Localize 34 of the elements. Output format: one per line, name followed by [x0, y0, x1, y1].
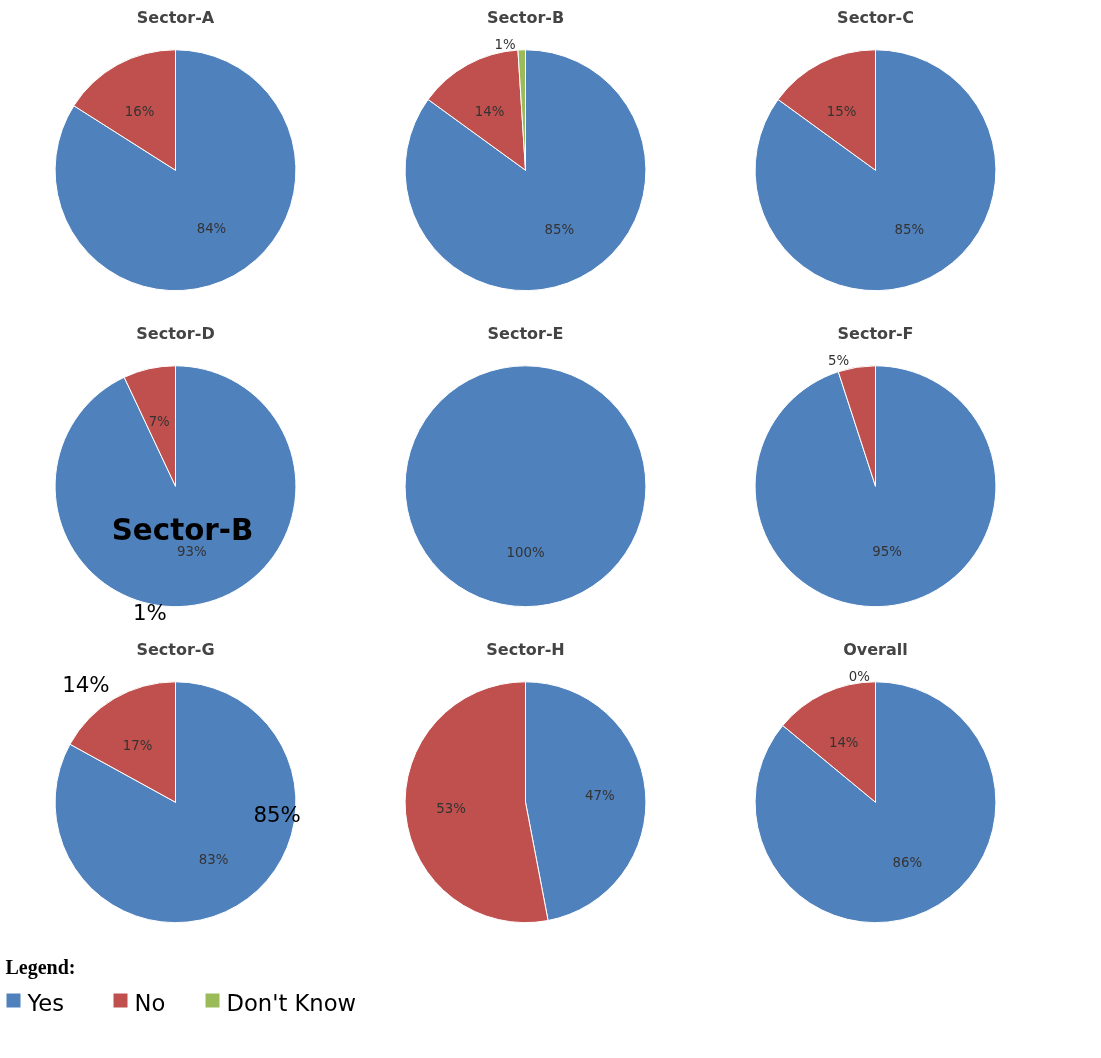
data-label: 53% [436, 800, 466, 816]
data-label: 17% [122, 737, 153, 753]
text: 14% [62, 672, 110, 698]
text: 1% [133, 599, 167, 625]
data-label: 100% [506, 545, 545, 561]
legend-label: No [134, 989, 166, 1016]
chart-title: Sector-D [136, 323, 215, 343]
data-label: 7% [148, 413, 170, 429]
data-label: 95% [872, 544, 902, 560]
chart-title: Overall [843, 639, 908, 659]
chart-title: Sector-H [486, 639, 565, 659]
data-label: 15% [826, 103, 857, 119]
data-label: 85% [544, 221, 575, 237]
chart-title: Sector-A [136, 7, 215, 27]
text: 0% [848, 668, 870, 684]
chart-title: Sector-E [487, 323, 564, 343]
data-label: 5% [828, 352, 850, 368]
chart-title: Sector-F [837, 323, 914, 343]
chart-title: Sector-C [837, 7, 914, 27]
legend-label: Don't Know [226, 989, 357, 1016]
data-label: 47% [585, 788, 615, 804]
legend-label: Yes [26, 989, 65, 1016]
chart-title: Sector-G [136, 639, 215, 659]
data-label: 86% [892, 854, 923, 870]
data-label: 14% [828, 734, 859, 750]
data-label: 83% [198, 851, 229, 867]
data-label: 16% [124, 104, 155, 120]
chart-title: Sector-B [486, 7, 565, 27]
legend-title: Legend: [5, 955, 76, 979]
data-label: 85% [894, 221, 925, 237]
data-label: 84% [196, 220, 227, 236]
data-label: 14% [474, 104, 505, 120]
data-label: 93% [176, 543, 207, 559]
data-label: 1% [494, 36, 516, 52]
